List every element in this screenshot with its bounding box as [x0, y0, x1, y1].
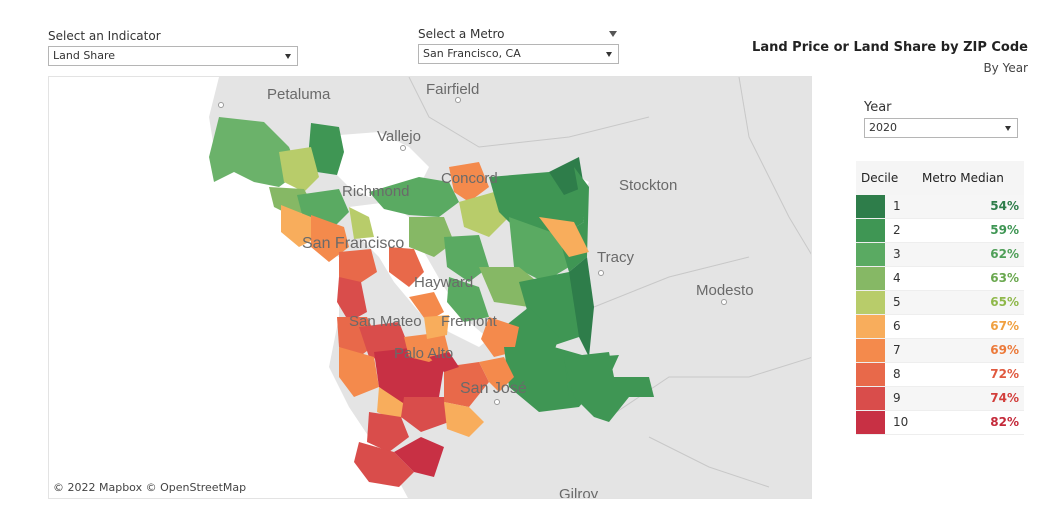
chevron-down-icon [285, 54, 291, 59]
legend-decile: 6 [893, 319, 901, 333]
legend-rows: 1 54% 2 59% 3 62% 4 63% 5 65% 6 67% 7 69% 8 72% 9 74% 10 82… [856, 195, 1024, 435]
label-vallejo: Vallejo [377, 128, 421, 145]
decile-legend: Decile Metro Median 1 54% 2 59% 3 62% 4 63% 5 65%… [856, 161, 1024, 435]
legend-row[interactable]: 9 74% [856, 387, 1024, 411]
legend-median-value: 65% [990, 295, 1019, 309]
legend-median-value: 54% [990, 199, 1019, 213]
legend-row[interactable]: 5 65% [856, 291, 1024, 315]
label-hayward: Hayward [414, 274, 473, 291]
indicator-value: Land Share [53, 49, 116, 62]
legend-swatch [856, 387, 885, 410]
metro-label: Select a Metro [418, 27, 505, 41]
label-richmond: Richmond [342, 183, 410, 200]
legend-median-value: 63% [990, 271, 1019, 285]
label-gilroy: Gilroy [559, 486, 599, 499]
legend-swatch [856, 315, 885, 338]
legend-decile: 4 [893, 271, 901, 285]
page-title: Land Price or Land Share by ZIP Code [752, 40, 1028, 55]
label-san-mateo: San Mateo [349, 313, 422, 330]
legend-row[interactable]: 6 67% [856, 315, 1024, 339]
zip-map[interactable]: Petaluma Fairfield Vallejo Richmond Conc… [48, 76, 812, 499]
legend-median-value: 59% [990, 223, 1019, 237]
legend-median-value: 72% [990, 367, 1019, 381]
legend-swatch [856, 363, 885, 386]
zip-regions [209, 117, 654, 487]
legend-decile: 3 [893, 247, 901, 261]
ocean [49, 77, 408, 498]
legend-median-value: 62% [990, 247, 1019, 261]
label-fairfield: Fairfield [426, 81, 479, 98]
legend-decile: 8 [893, 367, 901, 381]
label-san-jose: San José [460, 380, 527, 397]
legend-col-median: Metro Median [922, 171, 1004, 185]
legend-swatch [856, 267, 885, 290]
legend-header: Decile Metro Median [856, 161, 1024, 195]
page-subtitle: By Year [983, 61, 1028, 75]
legend-swatch [856, 291, 885, 314]
metro-menu-icon[interactable] [609, 31, 617, 37]
label-petaluma: Petaluma [267, 86, 331, 103]
chevron-down-icon [1005, 126, 1011, 131]
indicator-dropdown[interactable]: Land Share [48, 46, 298, 66]
legend-row[interactable]: 8 72% [856, 363, 1024, 387]
year-label: Year [864, 100, 892, 115]
legend-row[interactable]: 10 82% [856, 411, 1024, 435]
label-fremont: Fremont [441, 313, 498, 330]
label-san-francisco: San Francisco [302, 235, 404, 252]
legend-median-value: 74% [990, 391, 1019, 405]
legend-decile: 9 [893, 391, 901, 405]
legend-swatch [856, 339, 885, 362]
year-dropdown[interactable]: 2020 [864, 118, 1018, 138]
legend-decile: 1 [893, 199, 901, 213]
legend-row[interactable]: 7 69% [856, 339, 1024, 363]
label-tracy: Tracy [597, 249, 634, 266]
city-dots [218, 97, 727, 405]
legend-decile: 5 [893, 295, 901, 309]
place-labels: Petaluma Fairfield Vallejo Richmond Conc… [267, 81, 754, 499]
metro-dropdown[interactable]: San Francisco, CA [418, 44, 619, 64]
legend-median-value: 82% [990, 415, 1019, 429]
legend-swatch [856, 219, 885, 242]
legend-row[interactable]: 4 63% [856, 267, 1024, 291]
label-modesto: Modesto [696, 282, 754, 299]
legend-median-value: 69% [990, 343, 1019, 357]
year-value: 2020 [869, 121, 897, 134]
legend-median-value: 67% [990, 319, 1019, 333]
legend-col-decile: Decile [861, 171, 899, 185]
label-concord: Concord [441, 170, 498, 187]
label-stockton: Stockton [619, 177, 677, 194]
legend-swatch [856, 195, 885, 218]
legend-row[interactable]: 1 54% [856, 195, 1024, 219]
label-palo-alto: Palo Alto [394, 345, 453, 362]
legend-row[interactable]: 2 59% [856, 219, 1024, 243]
map-attribution[interactable]: © 2022 Mapbox © OpenStreetMap [53, 481, 247, 494]
legend-row[interactable]: 3 62% [856, 243, 1024, 267]
metro-value: San Francisco, CA [423, 47, 521, 60]
legend-decile: 2 [893, 223, 901, 237]
legend-swatch [856, 411, 885, 434]
indicator-label: Select an Indicator [48, 29, 161, 43]
legend-decile: 7 [893, 343, 901, 357]
legend-decile: 10 [893, 415, 909, 429]
legend-swatch [856, 243, 885, 266]
chevron-down-icon [606, 52, 612, 57]
map-canvas: Petaluma Fairfield Vallejo Richmond Conc… [49, 77, 811, 499]
